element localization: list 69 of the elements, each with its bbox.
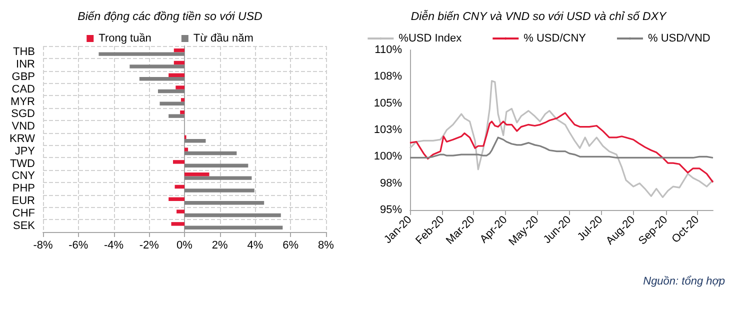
bar [158,89,184,94]
y-tick-label: CAD [12,83,36,96]
legend-label: Từ đầu năm [193,32,254,44]
x-tick-label: 8% [318,240,334,252]
line-series [409,80,714,198]
bar [174,60,184,65]
legend-label: Trong tuần [98,32,152,44]
x-tick-label: -4% [104,240,124,252]
bar [173,160,184,164]
bar [184,226,283,230]
bar [176,86,184,90]
y-tick-label: 108% [374,70,402,83]
y-tick-label: PHP [12,182,35,195]
x-tick-label: -2% [139,240,160,252]
y-tick-label: VND [12,120,36,133]
y-tick-label: GBP [12,71,35,83]
y-tick-label: EUR [12,195,36,207]
y-tick-label: MYR [10,96,36,108]
bar [184,151,237,156]
y-tick-label: JPY [14,145,36,158]
y-tick-label: 100% [374,150,402,163]
chart-title: Diễn biến CNY và VND so với USD và chỉ số DXY [410,10,668,23]
x-tick-label: 2% [212,240,228,252]
bar [98,52,184,56]
bar [168,197,184,201]
bar [168,114,184,118]
y-tick-label: KRW [10,133,36,145]
legend-label: % USD/CNY [524,32,587,44]
bar [184,139,206,143]
bar [176,210,184,214]
bar [184,188,254,192]
bar [160,102,184,106]
y-tick-label: 98% [380,177,402,190]
y-tick-label: TWD [10,158,36,170]
x-tick-label: 4% [247,240,264,252]
bar [184,164,248,168]
bar [184,148,188,152]
x-tick-label: 6% [282,240,299,252]
y-tick-label: CHF [12,207,36,220]
text: Nguồn: tổng hợp [643,276,726,288]
bar [184,201,264,205]
bar [184,172,210,176]
line-series [409,136,714,159]
y-tick-label: INR [16,58,36,71]
legend-label: %USD Index [398,32,462,44]
y-tick-label: CNY [12,170,36,182]
bar [174,48,184,52]
x-tick-label: -8% [33,240,53,252]
bar [184,213,281,218]
bar [168,73,184,77]
bar [180,110,184,114]
bar [139,77,184,81]
bar [180,98,184,102]
y-tick-label: SGD [11,108,36,120]
bar [171,222,184,226]
chart-title: Biến động các đồng tiền so với USD [78,11,262,23]
x-tick-label: 0% [176,240,193,252]
legend-label: % USD/VND [648,32,710,44]
y-tick-label: 110% [374,44,402,56]
y-tick-label: THB [13,46,35,58]
bar [174,184,184,189]
y-tick-label: 105% [374,97,402,110]
y-tick-label: 95% [380,204,402,216]
y-tick-label: 103% [374,124,402,136]
y-tick-label: SEK [12,220,36,232]
x-tick-label: -6% [68,240,88,252]
line-series [409,112,714,184]
bar [184,176,252,180]
bar [130,64,184,68]
